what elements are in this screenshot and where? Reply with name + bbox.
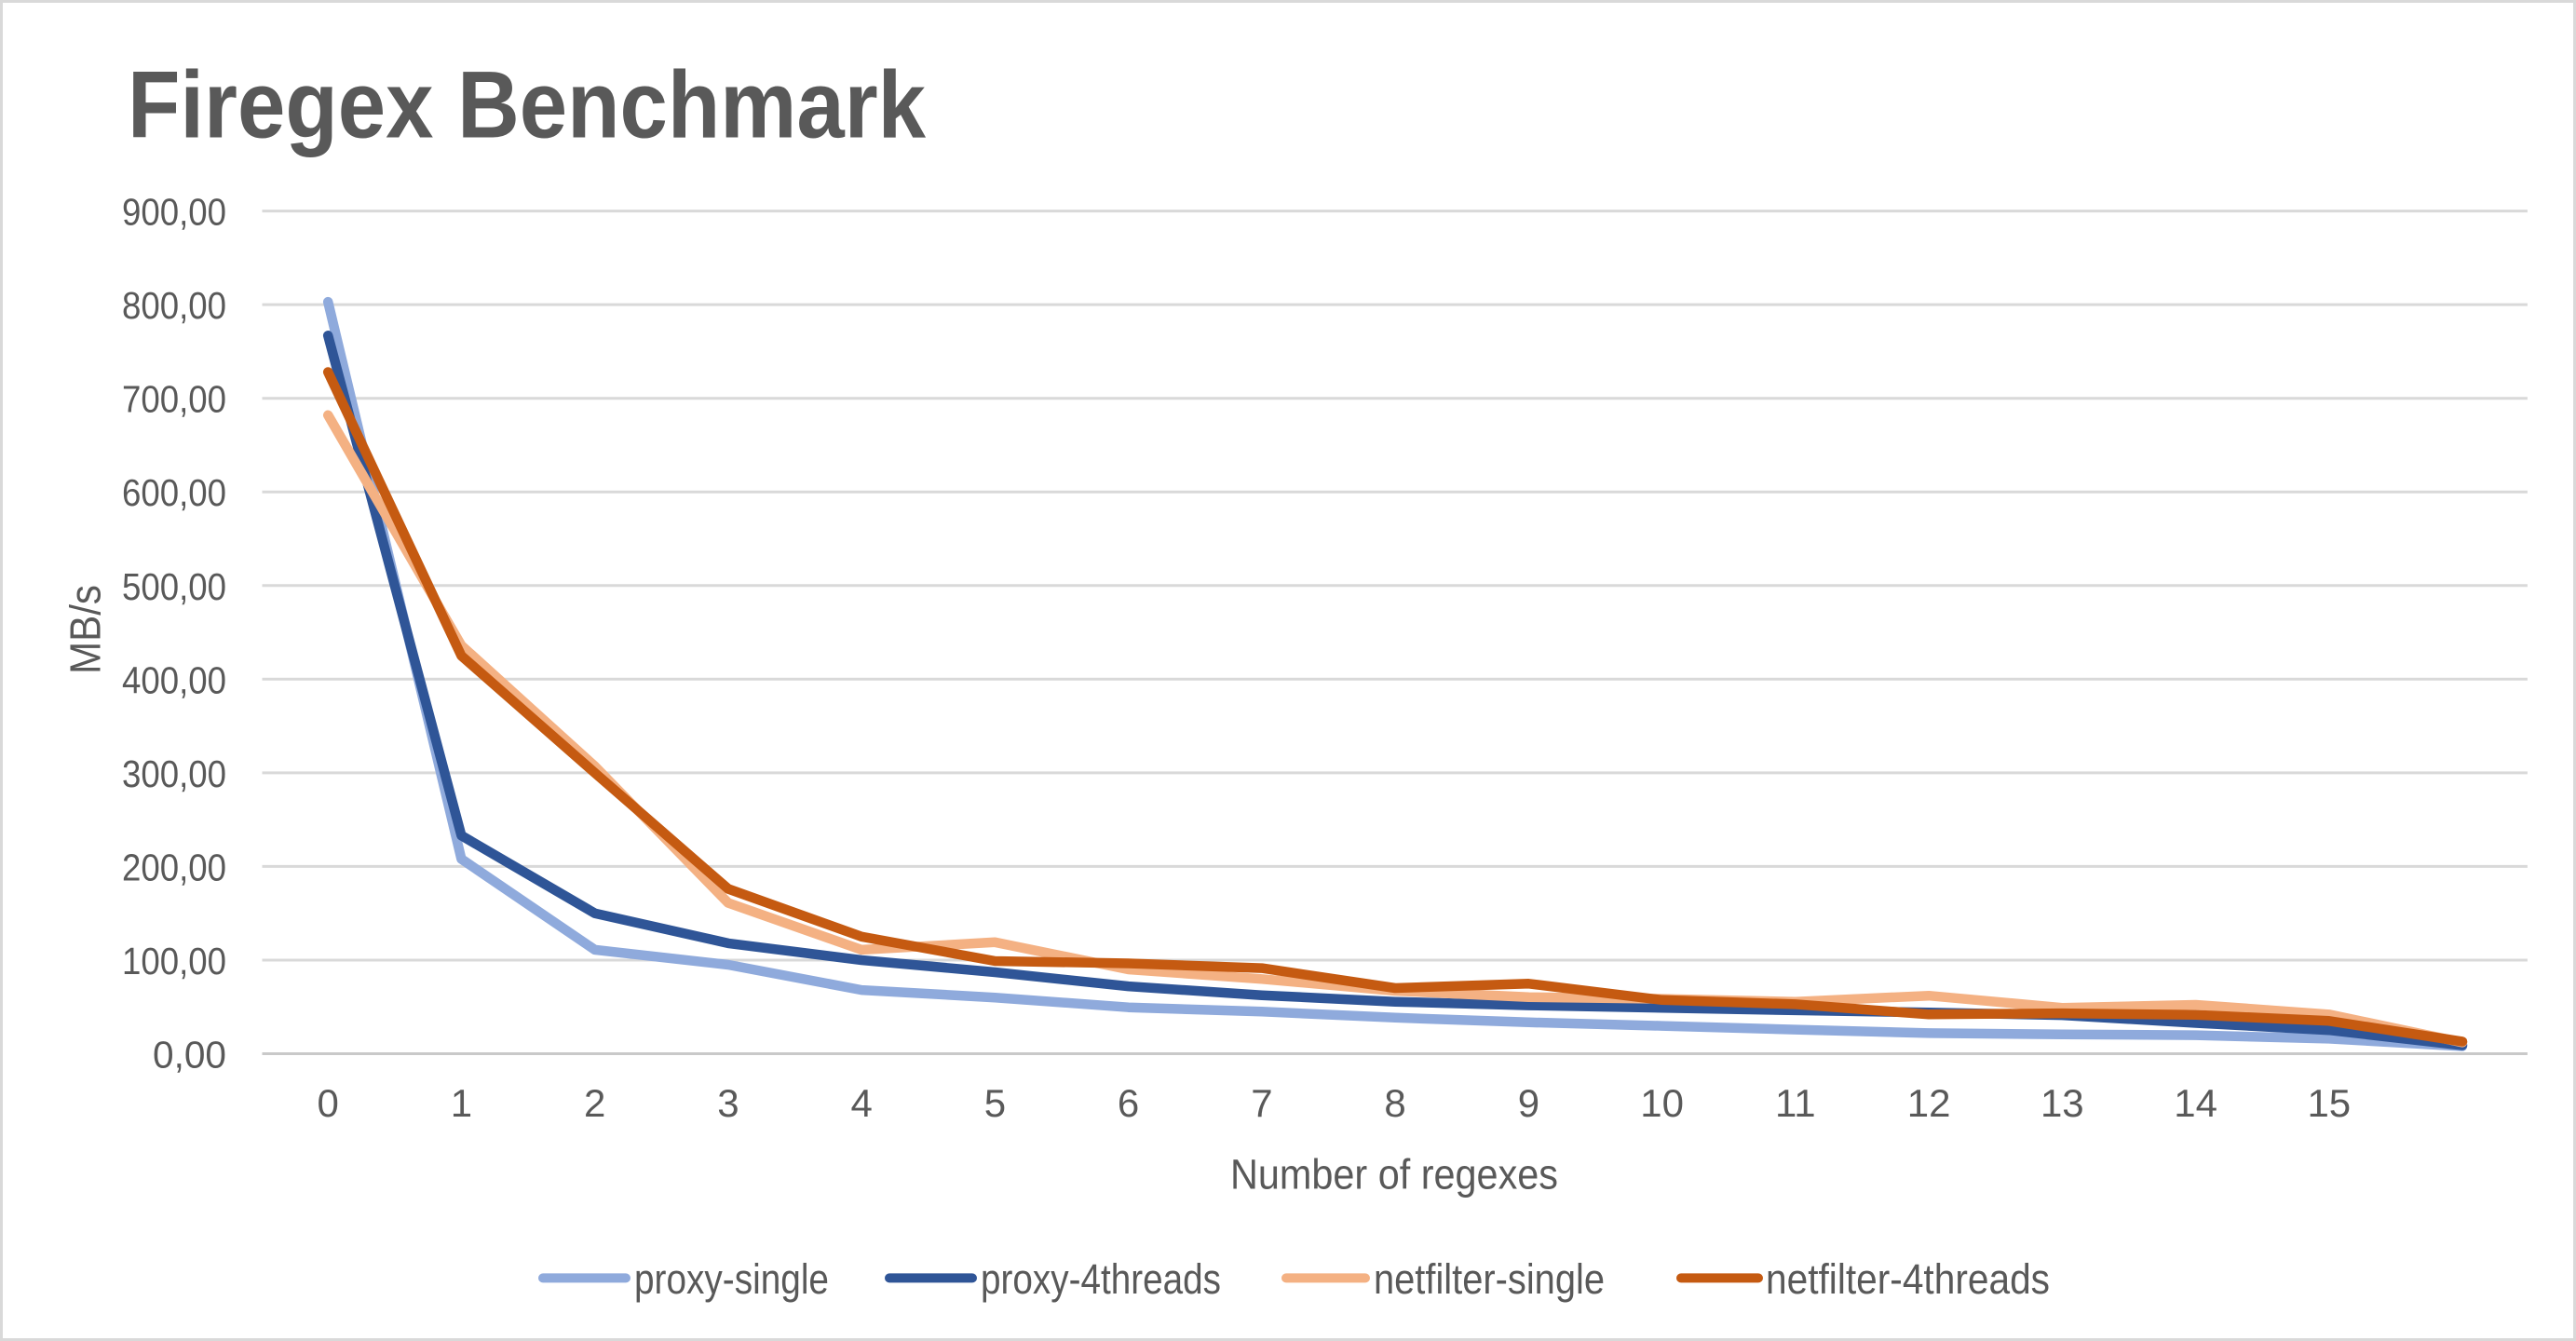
svg-text:12: 12: [1907, 1081, 1951, 1125]
svg-text:Firegex Benchmark: Firegex Benchmark: [128, 52, 926, 158]
svg-text:proxy-single: proxy-single: [634, 1255, 829, 1303]
svg-text:10: 10: [1640, 1081, 1684, 1125]
svg-text:300,00: 300,00: [122, 752, 226, 795]
svg-text:3: 3: [717, 1081, 739, 1125]
svg-text:5: 5: [984, 1081, 1006, 1125]
svg-text:11: 11: [1775, 1081, 1816, 1125]
svg-text:100,00: 100,00: [122, 940, 226, 982]
svg-text:netfilter-single: netfilter-single: [1374, 1255, 1605, 1303]
svg-text:600,00: 600,00: [122, 471, 226, 514]
svg-text:700,00: 700,00: [122, 378, 226, 421]
svg-text:1: 1: [451, 1081, 472, 1125]
svg-text:0: 0: [318, 1081, 339, 1125]
svg-text:7: 7: [1251, 1081, 1272, 1125]
svg-text:900,00: 900,00: [122, 191, 226, 234]
svg-text:400,00: 400,00: [122, 658, 226, 701]
svg-text:13: 13: [2040, 1081, 2084, 1125]
svg-text:netfilter-4threads: netfilter-4threads: [1766, 1255, 2050, 1303]
svg-text:8: 8: [1384, 1081, 1405, 1125]
svg-text:500,00: 500,00: [122, 565, 226, 608]
svg-text:800,00: 800,00: [122, 284, 226, 327]
svg-text:6: 6: [1118, 1081, 1139, 1125]
svg-text:MB/s: MB/s: [61, 585, 110, 674]
svg-text:9: 9: [1518, 1081, 1539, 1125]
svg-text:200,00: 200,00: [122, 846, 226, 888]
svg-text:Number of regexes: Number of regexes: [1230, 1151, 1558, 1199]
svg-text:0,00: 0,00: [153, 1034, 226, 1077]
svg-text:2: 2: [584, 1081, 605, 1125]
svg-text:15: 15: [2307, 1081, 2351, 1125]
svg-text:proxy-4threads: proxy-4threads: [981, 1255, 1221, 1303]
svg-text:4: 4: [851, 1081, 873, 1125]
svg-text:14: 14: [2174, 1081, 2217, 1125]
